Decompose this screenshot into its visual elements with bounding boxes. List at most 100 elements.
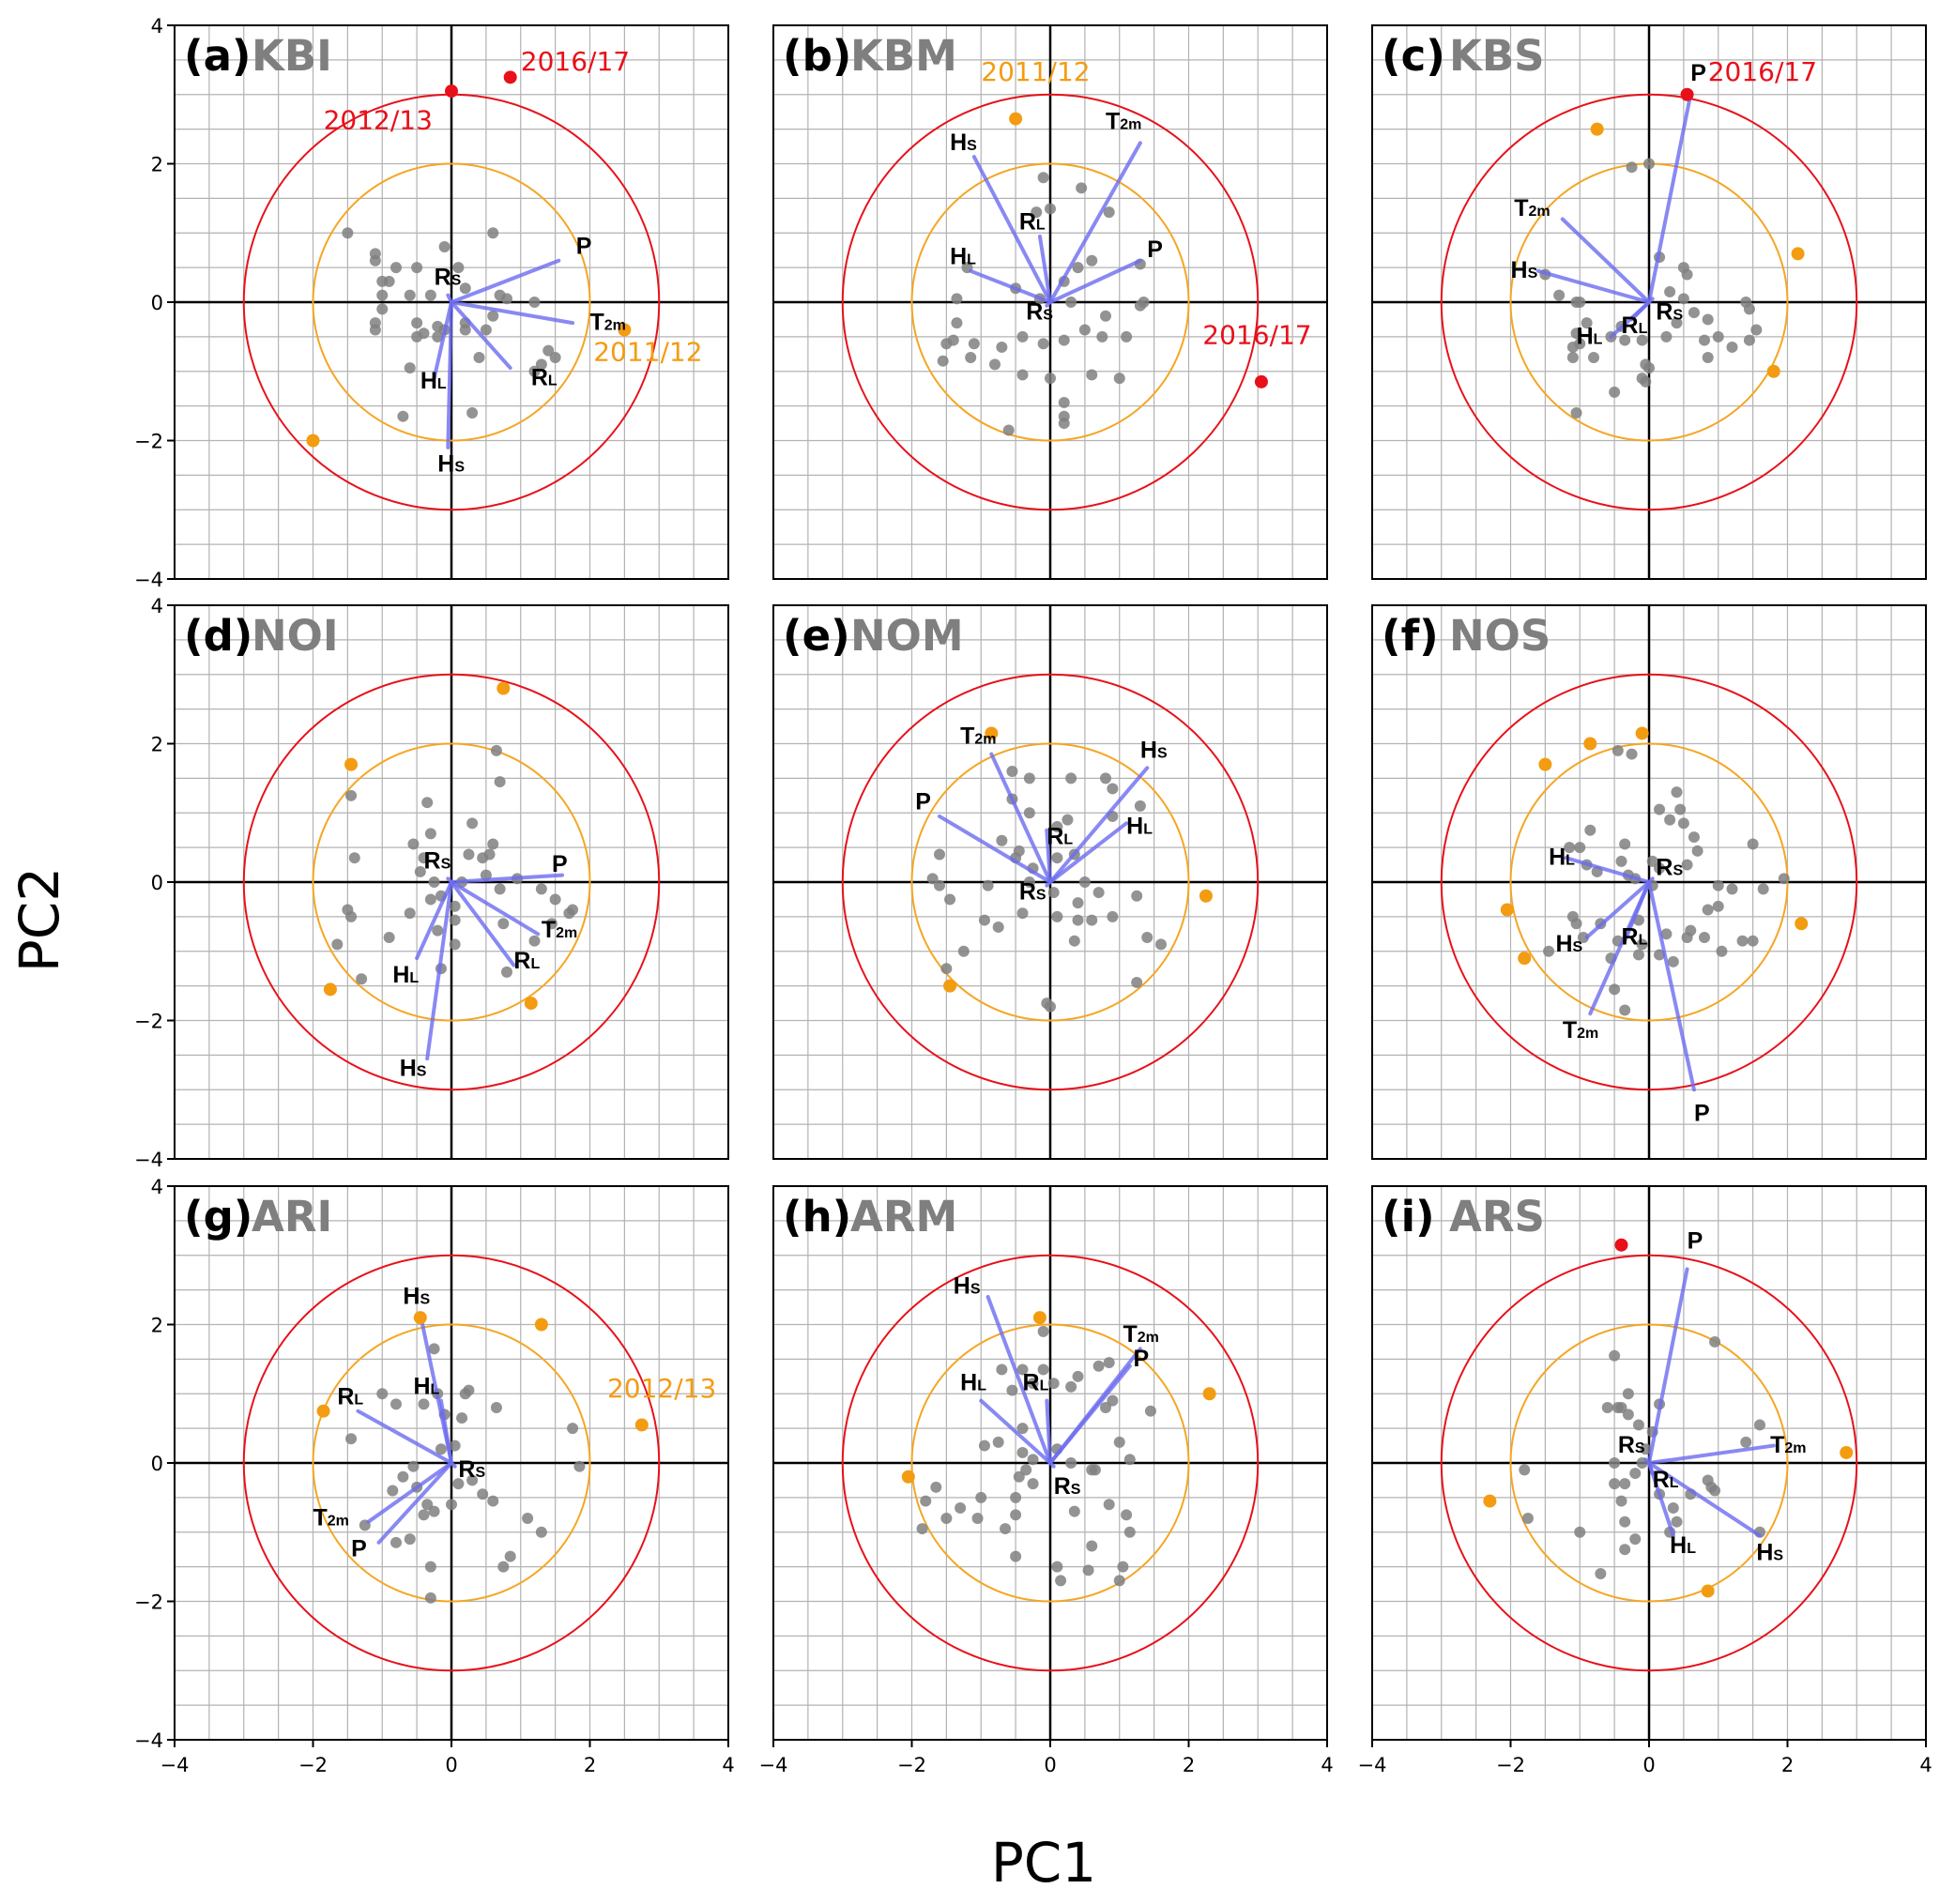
data-point xyxy=(535,358,547,371)
data-point xyxy=(1543,945,1555,957)
vector-label-rl: RL xyxy=(1653,1467,1679,1493)
data-point xyxy=(1619,838,1631,850)
data-point xyxy=(1047,887,1060,899)
data-point xyxy=(424,1592,436,1604)
data-point xyxy=(1027,1478,1039,1490)
data-point xyxy=(1062,814,1074,826)
panel-tag: (h) xyxy=(783,1192,851,1241)
panel-tag: (e) xyxy=(783,611,850,661)
data-point xyxy=(1010,1550,1022,1562)
data-point xyxy=(466,1474,479,1486)
data-point xyxy=(916,1523,928,1535)
panel-content xyxy=(316,1311,649,1604)
data-point xyxy=(542,344,555,357)
vector-label-rs: RS xyxy=(1656,298,1683,325)
data-point xyxy=(1045,1000,1056,1013)
data-point xyxy=(1699,932,1710,943)
data-point xyxy=(1051,821,1063,832)
highlight-point-orange xyxy=(1791,247,1805,261)
data-point xyxy=(1619,1516,1631,1528)
panel-name: NOS xyxy=(1449,611,1550,661)
vector-label-p: P xyxy=(552,851,568,877)
panel-tag: (f) xyxy=(1382,611,1439,661)
data-point xyxy=(1671,786,1683,799)
panel-tag: (b) xyxy=(783,31,851,81)
data-point xyxy=(1688,307,1700,319)
data-point xyxy=(1065,297,1077,308)
vector-label-t2m: T2m xyxy=(1123,1321,1158,1348)
highlight-point-orange xyxy=(1483,1494,1497,1508)
data-point xyxy=(1643,158,1655,170)
data-point xyxy=(1131,976,1143,988)
data-point xyxy=(1702,352,1714,363)
data-point xyxy=(345,1433,358,1445)
data-point xyxy=(1685,924,1697,937)
data-point xyxy=(1643,362,1655,374)
data-point xyxy=(1086,369,1098,381)
highlight-point-orange xyxy=(901,1470,915,1484)
vector-label-t2m: T2m xyxy=(1514,195,1550,221)
data-point xyxy=(1027,1378,1039,1390)
loading-vector-p xyxy=(1647,1267,1689,1465)
data-point xyxy=(490,1402,502,1413)
data-point xyxy=(435,1443,447,1455)
data-point xyxy=(1016,330,1029,343)
data-point xyxy=(1570,407,1582,419)
year-annotation: 2016/17 xyxy=(1708,56,1817,87)
data-point xyxy=(1068,935,1080,947)
vector-label-rs: RS xyxy=(1026,298,1053,325)
data-point xyxy=(1141,932,1153,943)
loading-vector-rs xyxy=(1048,1461,1056,1469)
data-point xyxy=(1626,748,1638,760)
data-point xyxy=(1096,330,1108,343)
data-point xyxy=(1705,1481,1718,1493)
data-point xyxy=(1622,1388,1634,1400)
panel-tag: (g) xyxy=(184,1192,252,1241)
data-point xyxy=(920,1495,932,1507)
x-axis-label: PC1 xyxy=(991,1831,1096,1895)
data-point xyxy=(452,262,465,274)
highlight-point-red xyxy=(1680,87,1694,101)
panel-tag: (c) xyxy=(1382,31,1445,81)
data-point xyxy=(1654,803,1666,815)
y-tick-label: 4 xyxy=(151,15,163,38)
loading-vector-t2m xyxy=(1588,880,1651,1016)
highlight-point-orange xyxy=(1009,112,1023,126)
panel-name: NOI xyxy=(252,611,339,661)
data-point xyxy=(459,1388,471,1400)
year-annotation: 2016/17 xyxy=(521,46,630,77)
loading-vector-t2m xyxy=(450,300,575,326)
loading-vector-hs xyxy=(1647,1461,1762,1538)
highlight-point-orange xyxy=(634,1418,649,1432)
data-point xyxy=(1609,1457,1621,1469)
loading-vector-t2m xyxy=(450,880,541,937)
loading-vector-rl xyxy=(1629,300,1651,322)
data-point xyxy=(418,852,430,864)
data-point xyxy=(497,1561,510,1573)
data-point xyxy=(369,317,381,329)
data-point xyxy=(926,873,939,885)
data-point xyxy=(1691,845,1703,857)
panel-nos: HL RS HS RL T2m P (f) NOS xyxy=(1371,604,1927,1160)
vector-label-rl: RL xyxy=(1622,923,1648,950)
data-point xyxy=(1716,945,1728,957)
data-point xyxy=(1619,1478,1631,1490)
vector-label-hs: HS xyxy=(437,451,465,478)
data-point xyxy=(1092,1360,1105,1372)
vector-label-rs: RS xyxy=(1054,1473,1081,1500)
circle-radius-2 xyxy=(312,1323,591,1603)
data-point xyxy=(1068,1505,1080,1517)
data-point xyxy=(1654,949,1666,961)
loading-vector-hl xyxy=(1647,1461,1675,1538)
data-point xyxy=(1521,1513,1534,1524)
vector-label-rs: RS xyxy=(424,847,451,874)
data-point xyxy=(1664,814,1676,826)
y-tick-label: −2 xyxy=(134,1011,163,1033)
vector-label-t2m: T2m xyxy=(542,917,577,943)
data-point xyxy=(978,1439,990,1452)
data-point xyxy=(1566,341,1579,353)
data-point xyxy=(421,1499,434,1511)
loading-vector-rs xyxy=(1647,297,1655,304)
data-point xyxy=(1086,254,1098,267)
